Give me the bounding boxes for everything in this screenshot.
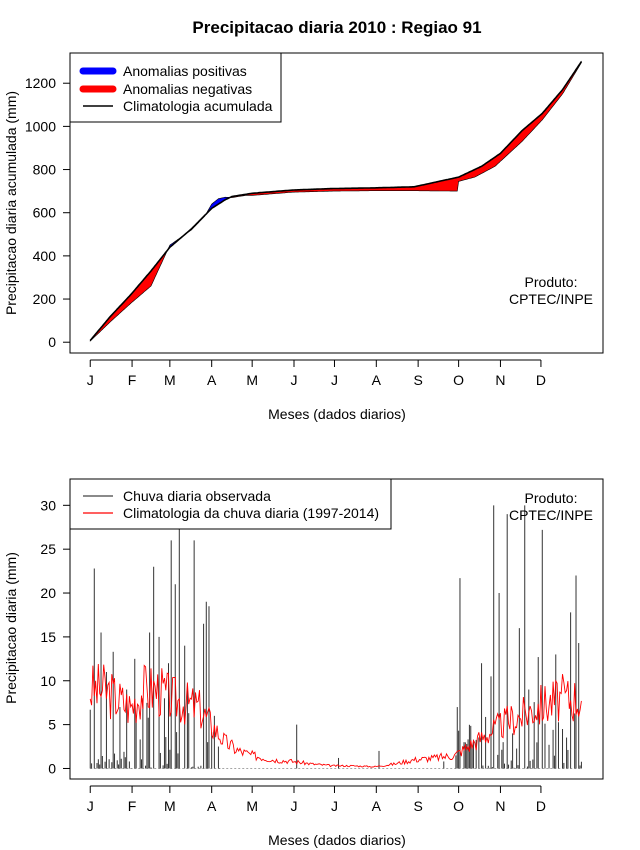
bottom-x-axis-label: Meses (dados diarios) — [268, 832, 406, 848]
x-tick-label: S — [413, 372, 422, 388]
y-tick-label: 25 — [40, 541, 56, 557]
x-tick-label: J — [331, 798, 338, 814]
y-tick-label: 15 — [40, 629, 56, 645]
x-tick-label: J — [290, 372, 297, 388]
x-tick-label: N — [495, 372, 505, 388]
x-tick-label: J — [87, 372, 94, 388]
x-tick-label: F — [128, 798, 137, 814]
negative-anomaly-band — [228, 60, 582, 199]
y-tick-label: 400 — [33, 248, 57, 264]
x-tick-label: D — [536, 798, 546, 814]
y-tick-label: 600 — [33, 205, 57, 221]
x-tick-label: A — [207, 372, 217, 388]
cumulative-chart: 0 200 400 600 800 1000 1200 J F M A M J J A S O N D Meses… — [3, 52, 604, 422]
y-tick-label: 0 — [48, 334, 56, 350]
top-product-source: CPTEC/INPE — [509, 291, 593, 307]
x-tick-label: J — [87, 798, 94, 814]
top-x-axis-label: Meses (dados diarios) — [268, 406, 406, 422]
x-tick-label: A — [207, 798, 217, 814]
legend-label-climatology: Climatologia acumulada — [123, 98, 273, 114]
bottom-legend-box — [69, 478, 392, 530]
x-tick-label: J — [290, 798, 297, 814]
x-tick-label: M — [164, 798, 176, 814]
x-tick-label: J — [331, 372, 338, 388]
legend-label-negative: Anomalias negativas — [123, 81, 252, 97]
y-tick-label: 30 — [40, 497, 56, 513]
bottom-product-source: CPTEC/INPE — [509, 507, 593, 523]
bottom-legend: Chuva diaria observada Climatologia da c… — [69, 478, 392, 530]
y-tick-label: 10 — [40, 673, 56, 689]
top-y-axis: 0 200 400 600 800 1000 1200 — [25, 75, 71, 350]
legend-label-climatology-daily: Climatologia da chuva diaria (1997-2014) — [123, 505, 379, 521]
top-product-label: Produto: — [525, 274, 578, 290]
x-tick-label: O — [453, 372, 464, 388]
top-legend: Anomalias positivas Anomalias negativas … — [69, 52, 282, 123]
y-tick-label: 5 — [48, 717, 56, 733]
bottom-product-label: Produto: — [525, 490, 578, 506]
daily-chart: 0 5 10 15 20 25 30 J F M A M J J A S O N D Meses (dados d… — [3, 478, 604, 848]
y-tick-label: 1200 — [25, 75, 56, 91]
bottom-plot-area — [89, 505, 582, 769]
y-tick-label: 1000 — [25, 118, 56, 134]
x-tick-label: F — [128, 372, 137, 388]
x-tick-label: O — [453, 798, 464, 814]
x-tick-label: N — [495, 798, 505, 814]
x-tick-label: A — [372, 798, 382, 814]
x-tick-label: S — [413, 798, 422, 814]
top-y-axis-label: Precipitacao diaria acumulada (mm) — [3, 91, 19, 315]
x-tick-label: D — [536, 372, 546, 388]
x-tick-label: M — [246, 372, 258, 388]
x-tick-label: M — [246, 798, 258, 814]
legend-label-observed: Chuva diaria observada — [123, 488, 271, 504]
climatology-daily-line — [89, 663, 582, 768]
y-tick-label: 200 — [33, 291, 57, 307]
top-plot-area — [89, 60, 583, 342]
figure-title: Precipitacao diaria 2010 : Regiao 91 — [192, 18, 481, 37]
y-tick-label: 0 — [48, 760, 56, 776]
x-tick-label: M — [164, 372, 176, 388]
y-tick-label: 20 — [40, 585, 56, 601]
legend-label-positive: Anomalias positivas — [123, 63, 247, 79]
x-tick-label: A — [372, 372, 382, 388]
bottom-y-axis-label: Precipitacao diaria (mm) — [3, 552, 19, 704]
climatology-cumulative-line — [89, 61, 583, 342]
y-tick-label: 800 — [33, 162, 57, 178]
bottom-y-axis: 0 5 10 15 20 25 30 — [40, 497, 71, 776]
